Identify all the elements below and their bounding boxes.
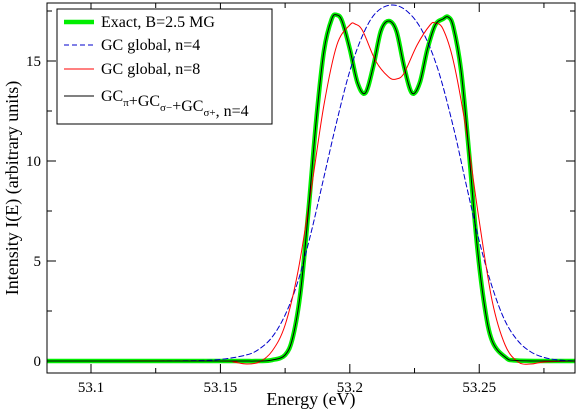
ticks-layer: 53.1 53.15 53.2 53.25 0 5 10 15 bbox=[26, 3, 575, 396]
y-tick-label: 10 bbox=[26, 154, 41, 170]
legend-label-1: Exact, B=2.5 MG bbox=[101, 14, 215, 31]
y-tick-label: 15 bbox=[26, 54, 41, 70]
legend-label-2: GC global, n=4 bbox=[101, 37, 200, 54]
x-tick-label: 53.2 bbox=[337, 380, 363, 396]
y-axis-label: Intensity I(E) (arbitrary units) bbox=[2, 81, 23, 295]
series-line-3 bbox=[47, 21, 575, 365]
legend-label-3: GC global, n=8 bbox=[101, 61, 200, 78]
legend: Exact, B=2.5 MG GC global, n=4 GC global, … bbox=[56, 8, 273, 125]
series-line-4 bbox=[47, 14, 575, 362]
plot-frame bbox=[46, 2, 576, 374]
x-tick-label: 53.25 bbox=[462, 380, 496, 396]
x-tick-label: 53.15 bbox=[204, 380, 238, 396]
legend-items: Exact, B=2.5 MG GC global, n=4 GC global, … bbox=[64, 14, 249, 120]
series-line-2 bbox=[47, 4, 575, 362]
legend-label-4: GCπ+GCσ−+GCσ+, n=4 bbox=[101, 88, 249, 120]
y-tick-label: 0 bbox=[34, 354, 42, 370]
legend-box bbox=[56, 8, 273, 125]
x-tick-label: 53.1 bbox=[78, 380, 104, 396]
x-axis-label: Energy (eV) bbox=[266, 389, 355, 410]
series-layer bbox=[47, 4, 575, 365]
y-tick-label: 5 bbox=[34, 254, 42, 270]
